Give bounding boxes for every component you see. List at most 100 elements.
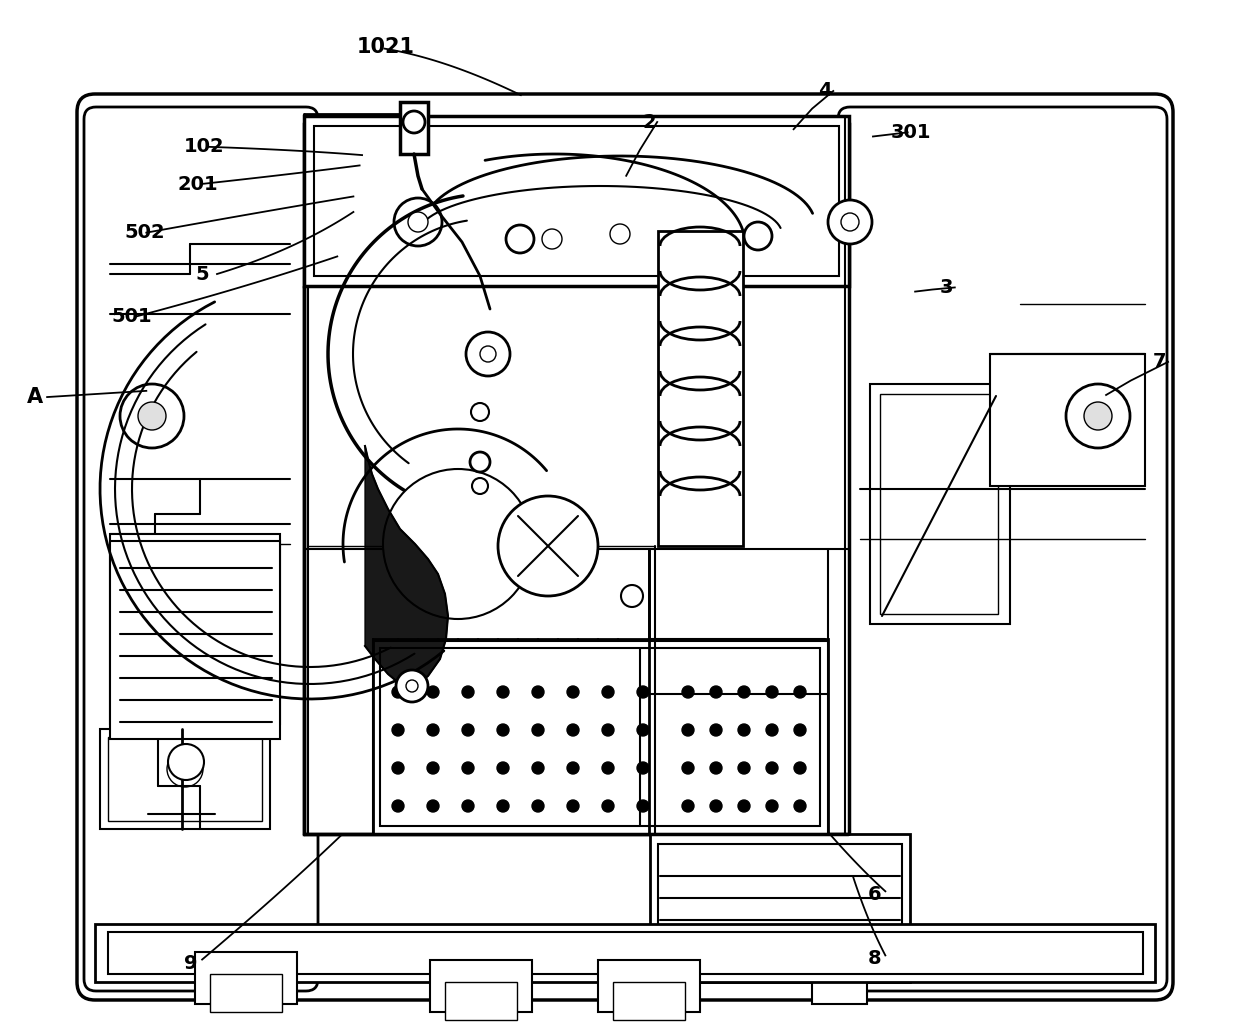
Circle shape <box>392 724 404 736</box>
Bar <box>613 982 684 1020</box>
Bar <box>650 834 910 982</box>
Circle shape <box>610 224 630 244</box>
Bar <box>401 102 428 154</box>
Circle shape <box>766 762 777 774</box>
FancyBboxPatch shape <box>84 107 317 991</box>
Circle shape <box>601 724 614 736</box>
Bar <box>373 639 828 834</box>
Circle shape <box>427 800 439 812</box>
Circle shape <box>567 800 579 812</box>
Text: 8: 8 <box>868 949 882 968</box>
Bar <box>990 354 1145 486</box>
Bar <box>108 737 262 821</box>
Bar <box>110 541 280 739</box>
Bar <box>195 952 298 1004</box>
Bar <box>108 932 1143 974</box>
Circle shape <box>841 213 859 231</box>
Circle shape <box>472 478 489 494</box>
Text: 201: 201 <box>177 175 218 193</box>
Bar <box>128 551 258 706</box>
FancyBboxPatch shape <box>77 94 1173 1000</box>
Bar <box>598 960 701 1012</box>
Circle shape <box>794 724 806 736</box>
Bar <box>314 126 839 276</box>
Bar <box>658 231 743 546</box>
Bar <box>379 648 820 826</box>
Circle shape <box>766 800 777 812</box>
Circle shape <box>167 744 205 780</box>
Circle shape <box>766 724 777 736</box>
Circle shape <box>711 686 722 698</box>
Circle shape <box>711 762 722 774</box>
Text: 6: 6 <box>868 885 882 904</box>
Circle shape <box>567 686 579 698</box>
Circle shape <box>497 724 508 736</box>
Text: 5: 5 <box>196 265 210 283</box>
Circle shape <box>480 346 496 362</box>
Bar <box>304 124 849 834</box>
Text: 9: 9 <box>184 954 197 973</box>
Circle shape <box>394 197 441 246</box>
Circle shape <box>794 762 806 774</box>
Circle shape <box>601 686 614 698</box>
Circle shape <box>392 800 404 812</box>
Text: 1021: 1021 <box>357 36 415 57</box>
Circle shape <box>463 800 474 812</box>
Circle shape <box>601 800 614 812</box>
Circle shape <box>405 680 418 692</box>
Circle shape <box>498 496 598 596</box>
Circle shape <box>567 762 579 774</box>
Bar <box>880 394 998 614</box>
Circle shape <box>427 762 439 774</box>
Circle shape <box>396 670 428 702</box>
Circle shape <box>601 762 614 774</box>
Circle shape <box>542 229 562 249</box>
Bar <box>870 384 1011 624</box>
Circle shape <box>567 724 579 736</box>
Circle shape <box>738 686 750 698</box>
Circle shape <box>392 686 404 698</box>
Circle shape <box>738 724 750 736</box>
Circle shape <box>1084 402 1112 430</box>
Circle shape <box>766 686 777 698</box>
Circle shape <box>532 800 544 812</box>
Text: 102: 102 <box>184 138 224 156</box>
Circle shape <box>408 212 428 232</box>
Circle shape <box>637 686 649 698</box>
Circle shape <box>138 402 166 430</box>
Circle shape <box>506 225 534 253</box>
Circle shape <box>711 800 722 812</box>
Bar <box>812 976 867 1004</box>
Circle shape <box>167 751 203 787</box>
Text: 4: 4 <box>818 82 832 100</box>
Circle shape <box>403 111 425 133</box>
Circle shape <box>532 686 544 698</box>
Bar <box>304 116 849 286</box>
Bar <box>100 729 270 829</box>
Circle shape <box>383 469 533 619</box>
Circle shape <box>794 800 806 812</box>
Circle shape <box>794 686 806 698</box>
Circle shape <box>621 585 644 607</box>
Circle shape <box>466 332 510 376</box>
Bar <box>430 960 532 1012</box>
Circle shape <box>682 762 694 774</box>
Circle shape <box>738 762 750 774</box>
Text: 2: 2 <box>642 113 656 131</box>
Circle shape <box>120 384 184 448</box>
Circle shape <box>1066 384 1130 448</box>
Circle shape <box>470 452 490 472</box>
Circle shape <box>682 724 694 736</box>
Text: 3: 3 <box>940 278 954 297</box>
Bar <box>445 982 517 1020</box>
Circle shape <box>463 724 474 736</box>
FancyBboxPatch shape <box>838 107 1167 991</box>
Circle shape <box>497 686 508 698</box>
Circle shape <box>471 403 489 421</box>
Circle shape <box>637 762 649 774</box>
Circle shape <box>744 222 773 250</box>
Text: 301: 301 <box>890 123 931 142</box>
Circle shape <box>392 762 404 774</box>
Circle shape <box>637 724 649 736</box>
Text: 7: 7 <box>1153 353 1167 371</box>
